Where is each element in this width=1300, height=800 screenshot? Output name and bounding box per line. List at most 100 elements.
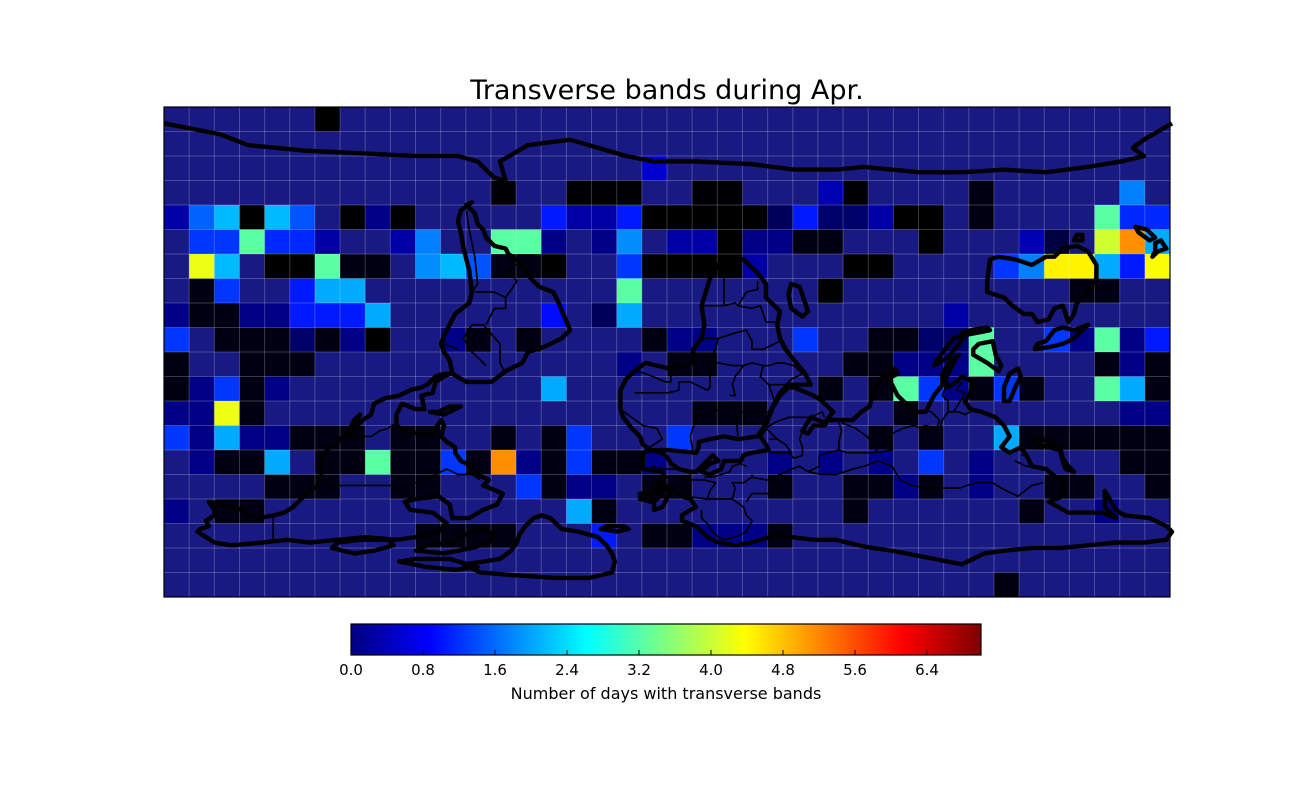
heatmap-cell — [742, 131, 769, 157]
heatmap-cell — [264, 523, 291, 549]
heatmap-cell — [993, 180, 1020, 206]
heatmap-cell — [742, 401, 769, 426]
heatmap-cell — [1119, 450, 1146, 475]
heatmap-cell — [1094, 254, 1121, 279]
heatmap-cell — [1094, 548, 1121, 573]
heatmap-cell — [239, 156, 266, 181]
heatmap-cell — [918, 303, 945, 328]
heatmap-cell — [868, 327, 894, 353]
heatmap-cell — [415, 205, 442, 230]
heatmap-cell — [968, 303, 995, 328]
heatmap-cell — [189, 327, 215, 353]
heatmap-cell — [742, 548, 769, 573]
heatmap-cell — [390, 107, 416, 132]
heatmap-cell — [1119, 352, 1146, 377]
heatmap-cell — [164, 523, 190, 549]
heatmap-cell — [566, 303, 593, 328]
heatmap-cell — [390, 303, 416, 328]
heatmap-cell — [1119, 278, 1146, 304]
heatmap-cell — [365, 254, 391, 279]
heatmap-cell — [1094, 303, 1121, 328]
heatmap-cell — [440, 278, 467, 304]
heatmap-cell — [264, 131, 291, 157]
heatmap-cell — [993, 523, 1020, 549]
heatmap-cell — [1019, 131, 1045, 157]
heatmap-cell — [591, 156, 618, 181]
heatmap-cell — [893, 572, 919, 598]
heatmap-cell — [817, 229, 844, 255]
heatmap-cell — [968, 107, 995, 132]
heatmap-cell — [164, 229, 190, 255]
heatmap-cell — [365, 572, 391, 598]
heatmap-cell — [566, 278, 593, 304]
heatmap-cell — [239, 254, 266, 279]
heatmap-cell — [968, 425, 995, 451]
heatmap-cell — [390, 205, 416, 230]
heatmap-cell — [943, 254, 970, 279]
heatmap-cell — [792, 327, 819, 353]
heatmap-cell — [767, 229, 794, 255]
heatmap-cell — [893, 229, 919, 255]
heatmap-cell — [314, 303, 341, 328]
heatmap-cell — [667, 180, 693, 206]
heatmap-cell — [1144, 401, 1171, 426]
heatmap-cell — [616, 278, 643, 304]
heatmap-cell — [566, 450, 593, 475]
heatmap-cell — [516, 548, 542, 573]
heatmap-cell — [314, 376, 341, 402]
heatmap-cell — [692, 548, 718, 573]
heatmap-cell — [692, 205, 718, 230]
heatmap-cell — [1019, 180, 1045, 206]
heatmap-cell — [189, 229, 215, 255]
heatmap-cell — [968, 474, 995, 500]
heatmap-cell — [616, 303, 643, 328]
heatmap-cell — [214, 352, 240, 377]
heatmap-cell — [490, 450, 517, 475]
heatmap-cell — [667, 572, 693, 598]
heatmap-cell — [1069, 572, 1096, 598]
heatmap-cell — [817, 450, 844, 475]
heatmap-cell — [440, 474, 467, 500]
heatmap-cell — [641, 254, 668, 279]
heatmap-cell — [1069, 425, 1096, 451]
heatmap-cell — [239, 107, 266, 132]
heatmap-cell — [1094, 572, 1121, 598]
heatmap-cell — [692, 107, 718, 132]
heatmap-cell — [314, 278, 341, 304]
heatmap-cell — [340, 254, 366, 279]
heatmap-cell — [767, 499, 794, 524]
heatmap-cell — [340, 352, 366, 377]
heatmap-cell — [340, 499, 366, 524]
heatmap-cell — [239, 425, 266, 451]
heatmap-cell — [365, 205, 391, 230]
heatmap-cell — [843, 180, 869, 206]
heatmap-cell — [189, 131, 215, 157]
heatmap-cell — [1119, 474, 1146, 500]
heatmap-cell — [465, 572, 492, 598]
heatmap-cell — [742, 156, 769, 181]
colorbar-tick-label: 5.6 — [843, 661, 867, 679]
heatmap-cell — [490, 205, 517, 230]
heatmap-cell — [340, 156, 366, 181]
heatmap-cell — [289, 205, 316, 230]
heatmap-cell — [365, 352, 391, 377]
heatmap-cell — [868, 572, 894, 598]
heatmap-cell — [1069, 474, 1096, 500]
heatmap-cell — [214, 376, 240, 402]
heatmap-cell — [390, 572, 416, 598]
heatmap-cell — [264, 327, 291, 353]
heatmap-cell — [591, 278, 618, 304]
heatmap-cell — [415, 107, 442, 132]
heatmap-cell — [264, 450, 291, 475]
heatmap-cell — [541, 352, 567, 377]
heatmap-cell — [1019, 352, 1045, 377]
heatmap-cell — [289, 548, 316, 573]
heatmap-cell — [1019, 401, 1045, 426]
heatmap-cell — [692, 131, 718, 157]
heatmap-cell — [314, 548, 341, 573]
heatmap-cell — [893, 499, 919, 524]
heatmap-cell — [289, 572, 316, 598]
heatmap-cell — [390, 229, 416, 255]
heatmap-cell — [289, 278, 316, 304]
heatmap-cell — [365, 156, 391, 181]
